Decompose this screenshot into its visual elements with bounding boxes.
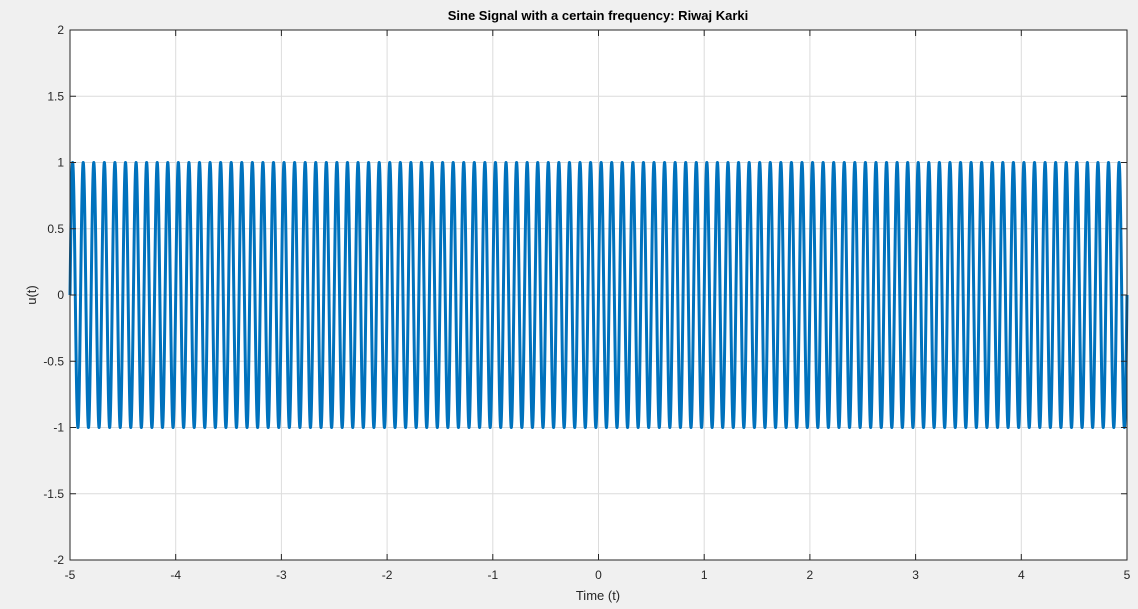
x-tick-label: 5 xyxy=(1124,568,1131,582)
x-tick-label: -3 xyxy=(276,568,287,582)
x-axis-label: Time (t) xyxy=(576,588,620,603)
y-axis-label: u(t) xyxy=(24,285,39,305)
x-tick-label: 0 xyxy=(595,568,602,582)
x-tick-label: 3 xyxy=(912,568,919,582)
y-tick-label: -0.5 xyxy=(43,354,64,368)
x-tick-label: 4 xyxy=(1018,568,1025,582)
x-tick-label: -4 xyxy=(170,568,181,582)
y-tick-label: 0.5 xyxy=(47,222,64,236)
y-tick-label: -1.5 xyxy=(43,487,64,501)
x-tick-label: -1 xyxy=(487,568,498,582)
y-tick-label: 0 xyxy=(57,288,64,302)
x-tick-label: 2 xyxy=(807,568,814,582)
y-tick-label: 2 xyxy=(57,23,64,37)
chart-title: Sine Signal with a certain frequency: Ri… xyxy=(448,8,749,23)
y-tick-label: 1.5 xyxy=(47,89,64,103)
y-tick-label: -2 xyxy=(53,553,64,567)
y-tick-label: 1 xyxy=(57,156,64,170)
ticks: -5 -4 -3 -2 -1 0 1 2 3 4 5 -2 -1.5 -1 -0.5 0 0.5 1 1.5 2 xyxy=(43,23,1130,582)
series-group xyxy=(68,161,1129,429)
x-tick-label: -2 xyxy=(382,568,393,582)
y-tick-label: -1 xyxy=(53,421,64,435)
sine-series-line xyxy=(68,161,1129,429)
x-tick-label: -5 xyxy=(65,568,76,582)
x-tick-label: 1 xyxy=(701,568,708,582)
